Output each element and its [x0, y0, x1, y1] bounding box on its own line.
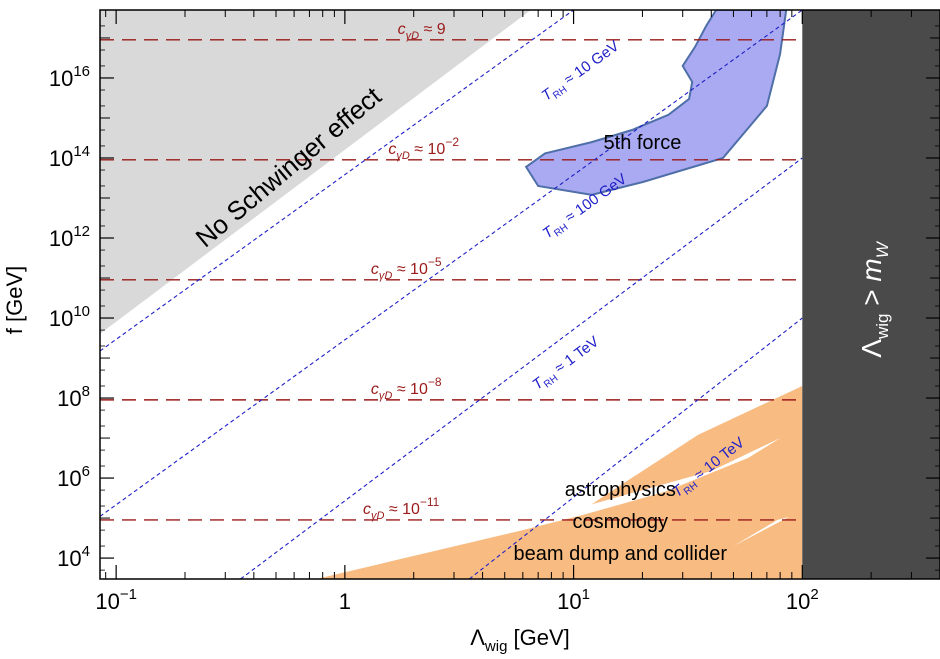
y-tick-label-3: 1010 [49, 303, 90, 331]
astro-label-2: beam dump and collider [514, 543, 728, 565]
coupling-label-1: cγD ≈ 10−2 [388, 135, 459, 162]
x-tick-label-2: 101 [557, 586, 590, 614]
fifth-force-label: 5th force [604, 132, 682, 154]
x-tick-label-1: 1 [339, 589, 351, 614]
y-tick-label-2: 108 [57, 383, 90, 411]
y-tick-label-6: 1016 [49, 63, 90, 91]
x-axis-title: Λwig [GeV] [470, 625, 570, 655]
coupling-label-0: cγD ≈ 9 [398, 21, 446, 42]
astro-label-0: astrophysics [565, 479, 676, 501]
mw-band-label: Λwig > mW [856, 240, 892, 357]
y-tick-label-1: 106 [57, 463, 90, 491]
mw-band-region [802, 10, 940, 579]
x-tick-label-0: 10−1 [95, 586, 137, 614]
fifth-force-region [524, 10, 788, 196]
reheating-line-1 [100, 10, 803, 517]
y-tick-label-5: 1014 [49, 143, 90, 171]
coupling-label-2: cγD ≈ 10−5 [371, 255, 442, 282]
reheating-line-2 [240, 157, 803, 579]
coupling-label-4: cγD ≈ 10−11 [363, 495, 440, 522]
y-tick-label-0: 104 [57, 543, 90, 571]
no-schwinger-region [100, 10, 531, 334]
y-tick-label-4: 1012 [49, 223, 90, 251]
x-tick-label-3: 102 [786, 586, 819, 614]
plot-frame [99, 9, 940, 580]
y-axis-title: f [GeV] [2, 266, 27, 334]
coupling-label-3: cγD ≈ 10−8 [371, 375, 442, 402]
reheating-line-0 [100, 10, 574, 352]
astro-label-1: cosmology [572, 511, 668, 533]
astrophysics-region [316, 386, 803, 579]
reheating-line-3 [468, 317, 803, 579]
